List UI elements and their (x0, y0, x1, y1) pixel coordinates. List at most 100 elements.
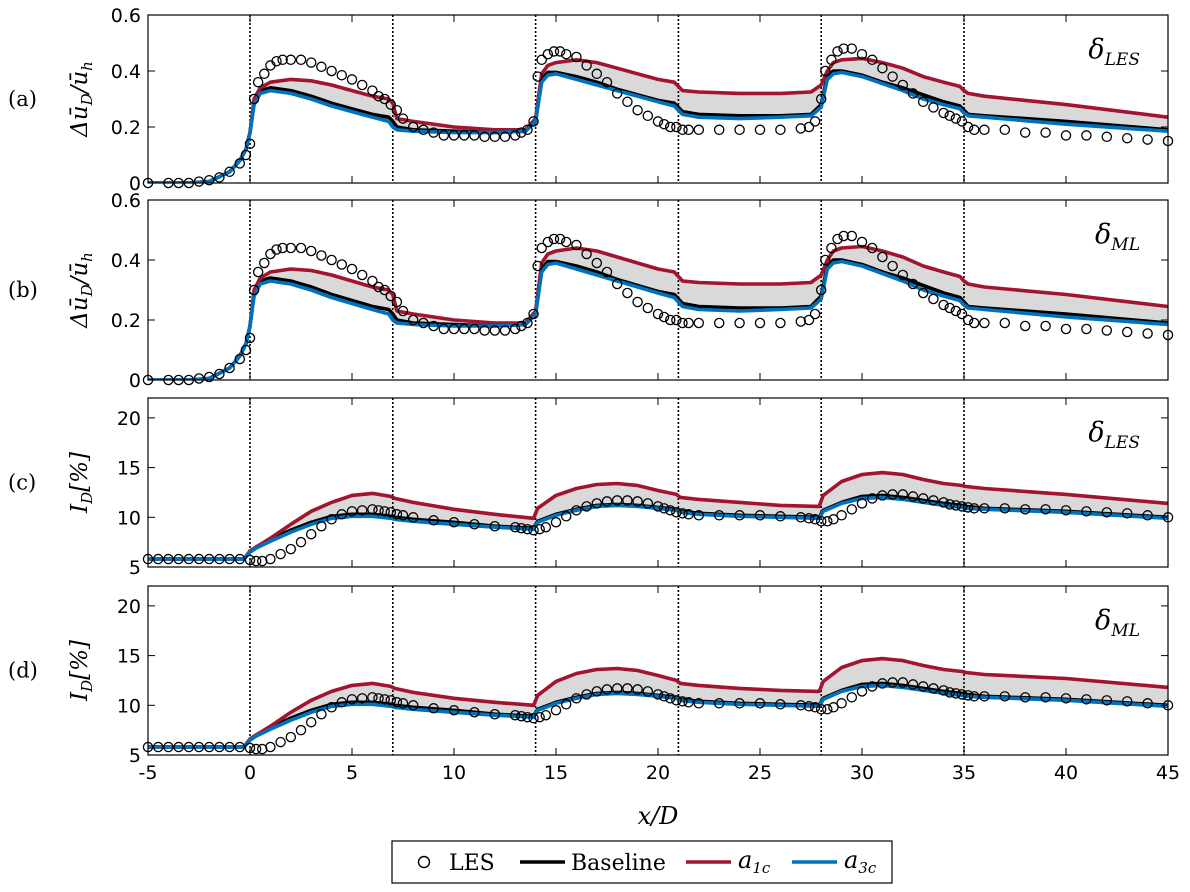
les-point (866, 242, 878, 254)
les-point (224, 553, 235, 565)
les-point (877, 490, 888, 501)
les-point (516, 522, 527, 534)
les-point (877, 251, 888, 263)
x-tick-label: 45 (1156, 762, 1180, 784)
les-point (897, 269, 909, 281)
les-point (809, 116, 821, 127)
les-point (1040, 320, 1051, 332)
x-tick-label: 20 (646, 762, 670, 784)
les-point (803, 513, 815, 524)
les-point (265, 248, 276, 260)
y-label-tail: /ū (67, 262, 93, 287)
les-point (658, 503, 670, 514)
les-point (652, 116, 664, 127)
les-point (428, 127, 439, 138)
les-point (397, 510, 409, 521)
les-point (658, 691, 670, 702)
les-point (163, 553, 174, 565)
les-point (379, 506, 390, 517)
les-point (316, 520, 327, 532)
les-point (856, 236, 868, 248)
annotation-sub: LES (1104, 433, 1140, 453)
annotation-main: δ (1088, 34, 1104, 65)
les-point (542, 236, 554, 248)
les-point (979, 691, 990, 702)
les-point (693, 510, 705, 521)
legend-baseline-label: Baseline (571, 851, 666, 876)
les-point (469, 130, 480, 141)
les-point (611, 683, 623, 694)
les-point (499, 325, 511, 336)
les-point (407, 700, 419, 711)
y-tick-label: 0 (129, 370, 141, 392)
les-point (809, 514, 821, 525)
series-a1c-line (148, 656, 1168, 749)
les-point (250, 555, 262, 567)
les-point (326, 65, 337, 77)
y-tick-label: 10 (117, 695, 141, 717)
y-tick-label: 15 (117, 646, 141, 668)
les-point (173, 741, 184, 753)
les-point (999, 691, 1011, 702)
les-point (248, 284, 260, 296)
les-point (244, 138, 256, 150)
les-point (1060, 323, 1072, 335)
les-point (795, 316, 807, 327)
les-point (713, 317, 725, 329)
les-point (642, 110, 654, 122)
les-point (509, 709, 521, 721)
les-point (407, 512, 419, 523)
les-point (391, 104, 403, 116)
les-point (917, 681, 929, 692)
les-point (516, 710, 527, 722)
les-point (652, 308, 664, 320)
les-point (542, 48, 554, 60)
les-point (367, 692, 378, 703)
les-point (271, 55, 282, 67)
les-point (713, 124, 725, 136)
les-point (295, 536, 307, 548)
x-tick-label: 10 (442, 762, 466, 784)
les-point (534, 711, 545, 723)
les-point (693, 317, 705, 329)
les-point (356, 693, 368, 704)
y-label-main: Δū (67, 105, 93, 137)
les-point (316, 61, 327, 73)
les-point (795, 512, 807, 523)
les-point (379, 284, 390, 296)
les-point (877, 678, 888, 689)
les-point (658, 118, 670, 130)
les-point (938, 685, 949, 696)
panel-tag: (c) (8, 471, 36, 495)
les-point (407, 121, 419, 133)
les-point (550, 705, 562, 716)
les-point (713, 698, 725, 709)
les-point (1019, 692, 1031, 703)
les-point (240, 344, 252, 356)
les-point (866, 681, 878, 692)
les-point (234, 741, 246, 753)
series-Baseline-line (148, 258, 1168, 380)
les-point (356, 79, 368, 91)
les-point (305, 528, 317, 540)
les-point (950, 500, 962, 511)
les-point (234, 553, 246, 565)
les-point (642, 498, 654, 509)
y-label-sub: D (78, 492, 96, 505)
les-point (754, 698, 766, 709)
uncertainty-band (148, 658, 1168, 747)
les-point (968, 503, 980, 514)
les-point (1101, 507, 1113, 518)
les-point (295, 242, 307, 254)
les-point (275, 548, 286, 560)
y-tick-label: 5 (129, 557, 141, 579)
les-point (438, 130, 450, 141)
legend: LES Baseline a1c a3c (391, 840, 893, 884)
les-point (346, 74, 358, 85)
les-point (1121, 508, 1133, 519)
les-point (438, 323, 450, 335)
panel-b: 0 0.2 0.4 0.6 ΔūD/ūh (b) δML (8, 190, 1174, 392)
les-point (866, 54, 878, 66)
les-point (509, 323, 521, 335)
les-point (826, 54, 837, 66)
